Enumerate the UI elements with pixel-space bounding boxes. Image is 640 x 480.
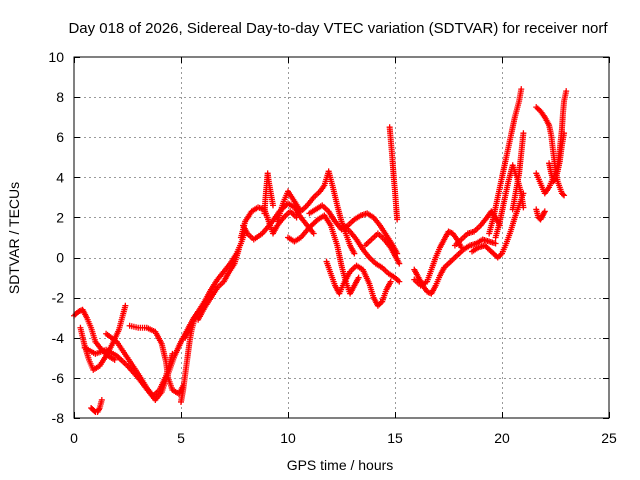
sat-track-26 (509, 130, 527, 213)
sat-track-21 (411, 228, 465, 289)
data-point (394, 216, 401, 223)
sat-track-23 (469, 190, 527, 261)
sat-track-30 (546, 130, 568, 185)
data-point (310, 230, 317, 237)
data-layer (71, 86, 570, 415)
tick-layer: 0 5 10 15 20 25 -8 -6 -4 -2 0 2 4 6 8 10 (48, 49, 617, 446)
x-tick-label: 25 (601, 430, 617, 446)
data-point (541, 208, 548, 215)
y-axis-label: SDTVAR / TECUs (6, 182, 22, 294)
x-axis-label: GPS time / hours (287, 457, 394, 473)
sat-track-15 (306, 202, 401, 257)
sat-track-18 (362, 230, 403, 267)
data-point (559, 191, 566, 198)
data-point (351, 250, 358, 257)
x-tick-label: 10 (280, 430, 296, 446)
x-tick-label: 0 (70, 430, 78, 446)
data-point (169, 350, 176, 357)
data-point (396, 260, 403, 267)
data-point (551, 177, 558, 184)
data-point (520, 204, 527, 211)
sat-track-02 (77, 302, 129, 373)
sat-track-12 (261, 170, 277, 217)
sat-track-24 (486, 86, 525, 237)
x-tick-label: 15 (387, 430, 403, 446)
data-point (111, 356, 118, 363)
sat-track-19 (386, 124, 401, 223)
data-point (98, 396, 105, 403)
sat-track-17 (340, 222, 403, 285)
data-point (541, 209, 548, 216)
plot-frame (73, 56, 610, 419)
grid-layer (74, 57, 609, 418)
sat-track-29 (533, 206, 548, 223)
y-tick-label: 6 (56, 129, 64, 145)
sat-track-20 (411, 236, 499, 297)
data-point (122, 302, 129, 309)
data-point (396, 278, 403, 285)
data-point (355, 274, 362, 281)
data-point (563, 88, 570, 95)
x-tick-label: 20 (494, 430, 510, 446)
y-tick-label: -6 (52, 370, 65, 386)
y-tick-label: 4 (56, 169, 64, 185)
sat-track-03 (88, 396, 105, 415)
sat-track-08 (182, 228, 249, 341)
sat-track-09 (195, 246, 242, 323)
sat-track-05 (103, 330, 176, 399)
y-tick-label: -4 (52, 330, 65, 346)
y-tick-label: -2 (52, 290, 65, 306)
data-point (270, 202, 277, 209)
y-tick-label: 8 (56, 89, 64, 105)
sat-track-07 (178, 318, 197, 405)
data-point (95, 406, 102, 413)
sat-track-06 (126, 322, 187, 397)
data-point (561, 130, 568, 137)
y-tick-label: 2 (56, 209, 64, 225)
data-point (235, 246, 242, 253)
x-tick-label: 5 (177, 430, 185, 446)
data-point (458, 244, 465, 251)
sat-track-01 (71, 306, 118, 363)
sat-track-16 (323, 258, 394, 309)
data-point (518, 86, 525, 93)
y-tick-label: 0 (56, 250, 64, 266)
y-tick-label: 10 (48, 49, 64, 65)
data-point (520, 130, 527, 137)
y-tick-label: -8 (52, 410, 65, 426)
chart-title: Day 018 of 2026, Sidereal Day-to-day VTE… (68, 20, 608, 37)
sat-track-28 (533, 88, 570, 197)
data-point (561, 192, 568, 199)
data-point (387, 278, 394, 285)
data-point (492, 240, 499, 247)
